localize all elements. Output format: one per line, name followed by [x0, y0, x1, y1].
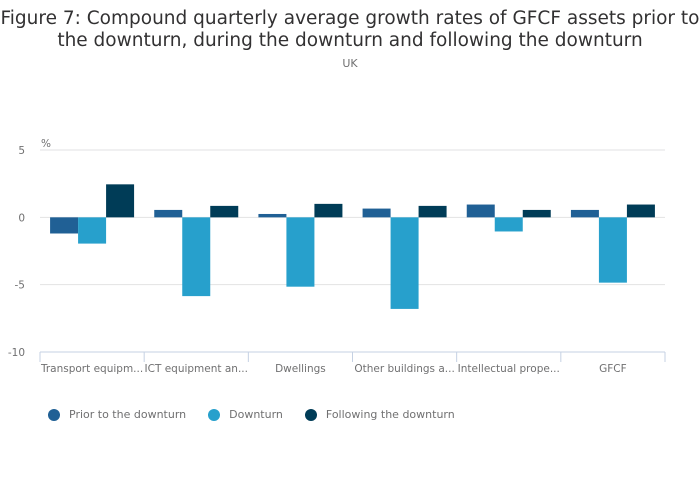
bar[interactable] — [182, 217, 211, 297]
legend-marker-icon — [208, 408, 221, 421]
bar[interactable] — [494, 217, 523, 232]
y-tick-label: 5 — [18, 145, 25, 157]
bar[interactable] — [286, 217, 315, 287]
legend-marker-icon — [304, 408, 317, 421]
legend-label: Downturn — [229, 408, 283, 421]
y-axis-label: % — [41, 138, 51, 150]
bar-chart: 5 0 -5 -10 Transport equipm... ICT equipment… — [8, 138, 666, 375]
chart-subtitle: UK — [342, 57, 358, 70]
bar[interactable] — [50, 217, 79, 234]
x-tick-label: ICT equipment an... — [145, 363, 248, 375]
bar[interactable] — [570, 209, 599, 218]
x-tick-label: Dwellings — [275, 363, 326, 375]
legend-marker-icon — [48, 408, 60, 421]
bar[interactable] — [314, 203, 343, 218]
y-tick-label: -10 — [8, 347, 25, 359]
legend-item[interactable]: Prior to the downturn — [48, 408, 186, 421]
bar[interactable] — [106, 184, 135, 218]
legend-item[interactable]: Following the downturn — [304, 408, 455, 421]
legend: Prior to the downturn Downturn Following t… — [48, 408, 477, 421]
bar[interactable] — [390, 217, 419, 309]
bar[interactable] — [210, 205, 239, 218]
bar[interactable] — [466, 204, 495, 218]
y-tick-label: -5 — [15, 280, 25, 292]
chart-title: Figure 7: Compound quarterly average gro… — [0, 8, 700, 51]
bar[interactable] — [598, 217, 627, 283]
bar[interactable] — [258, 213, 287, 218]
bar[interactable] — [418, 205, 447, 218]
x-tick-label: Other buildings a... — [354, 363, 454, 375]
bar[interactable] — [522, 209, 551, 218]
bar[interactable] — [154, 209, 183, 218]
bar[interactable] — [78, 217, 107, 244]
legend-label: Prior to the downturn — [69, 408, 187, 421]
x-tick-label: Transport equipm... — [40, 363, 143, 375]
bar[interactable] — [626, 204, 655, 218]
bar[interactable] — [362, 208, 391, 218]
x-tick-label: GFCF — [599, 363, 627, 375]
legend-label: Following the downturn — [325, 408, 455, 421]
x-tick-label: Intellectual prope... — [458, 363, 560, 375]
y-tick-label: 0 — [18, 212, 25, 224]
legend-item[interactable]: Downturn — [208, 408, 283, 421]
